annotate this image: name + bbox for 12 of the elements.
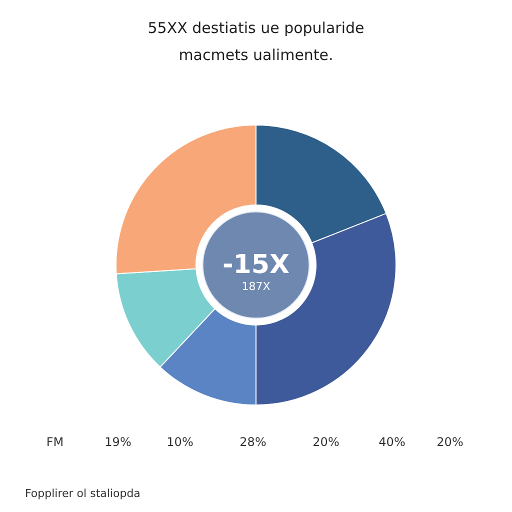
text: 19% [104,435,132,449]
text: -15X [222,250,290,280]
chart-title: 55XX destiatis ue popularide [148,19,364,37]
text: Fopplirer ol staliopda [25,487,140,500]
text: 40% [378,435,406,449]
text: 10% [166,435,194,449]
text: 187X [242,280,271,293]
text: 28% [240,435,266,449]
chart-subtitle: macmets ualimente. [178,46,334,64]
text: FM [46,435,64,449]
text: 20% [436,435,464,449]
text: 20% [312,435,340,449]
